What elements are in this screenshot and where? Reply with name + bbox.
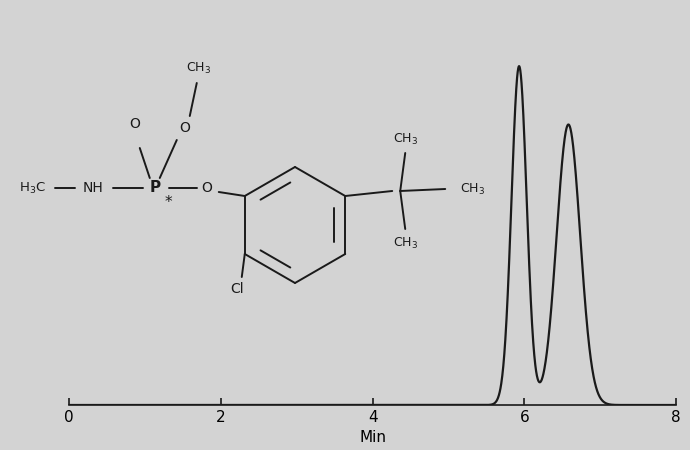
- Text: H$_3$C: H$_3$C: [19, 180, 46, 196]
- X-axis label: Min: Min: [359, 430, 386, 446]
- Text: O: O: [201, 181, 213, 195]
- Text: O: O: [179, 121, 190, 135]
- Text: P: P: [149, 180, 160, 195]
- Text: CH$_3$: CH$_3$: [393, 235, 417, 251]
- Text: CH$_3$: CH$_3$: [186, 60, 211, 76]
- Text: Cl: Cl: [230, 282, 244, 296]
- Text: NH: NH: [82, 181, 103, 195]
- Text: *: *: [165, 195, 172, 211]
- Text: CH$_3$: CH$_3$: [393, 131, 417, 147]
- Text: CH$_3$: CH$_3$: [460, 181, 485, 197]
- Text: O: O: [129, 117, 140, 131]
